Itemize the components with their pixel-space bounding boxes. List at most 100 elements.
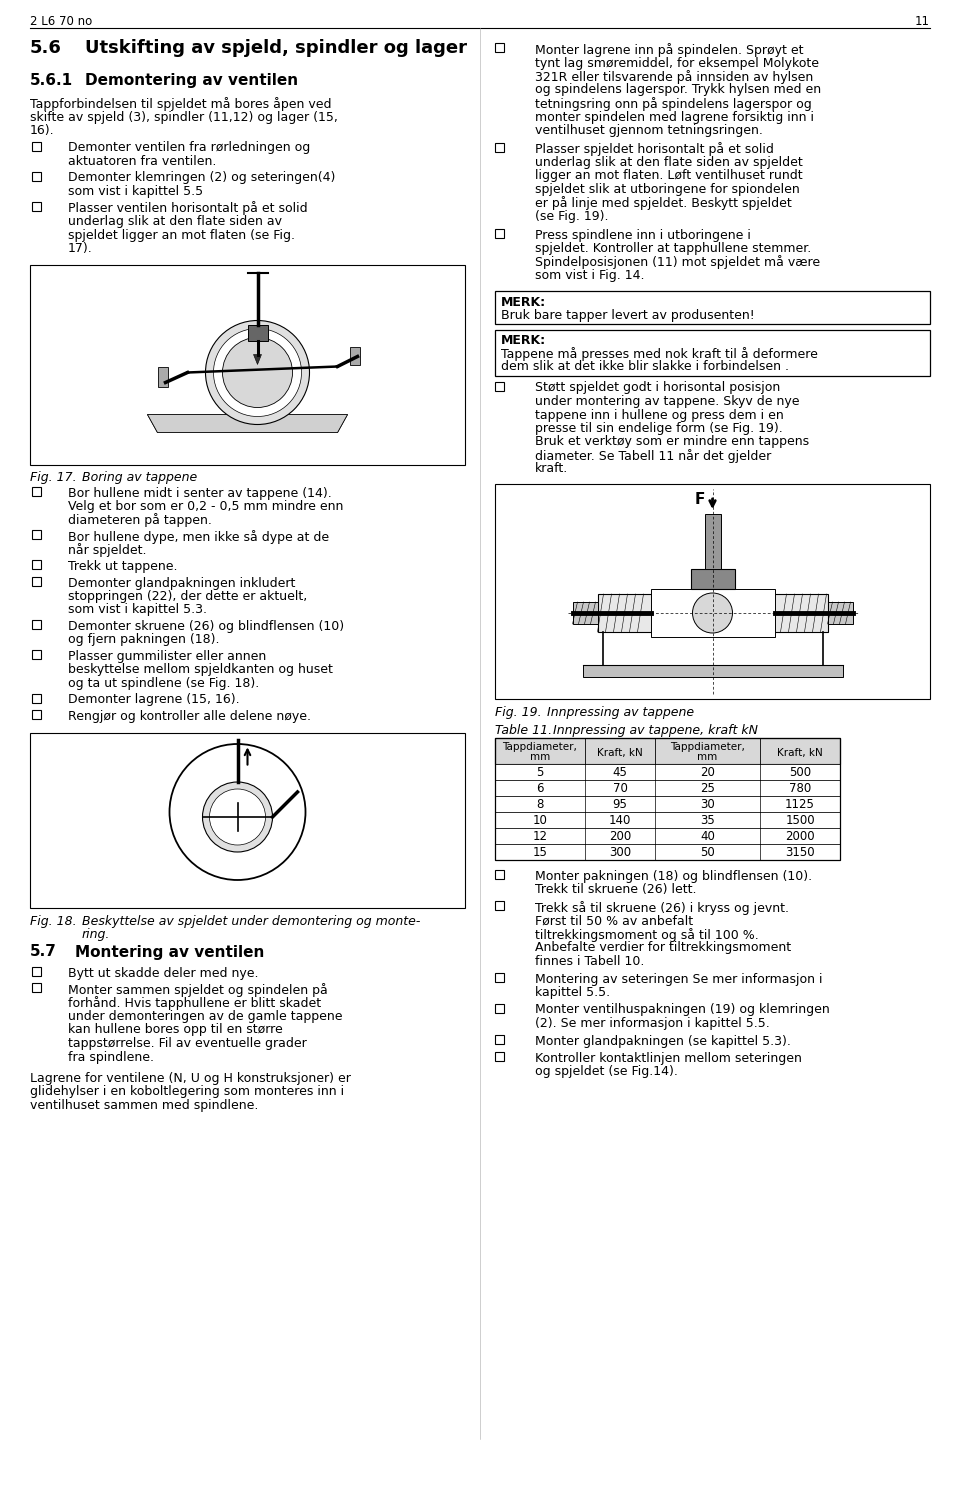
Text: presse til sin endelige form (se Fig. 19).: presse til sin endelige form (se Fig. 19…	[535, 421, 782, 435]
Bar	[32, 201, 41, 210]
Bar	[32, 966, 41, 975]
Text: Beskyttelse av spjeldet under demontering og monte-: Beskyttelse av spjeldet under demonterin…	[82, 914, 420, 928]
Bar	[495, 870, 504, 879]
Text: kan hullene bores opp til en større: kan hullene bores opp til en større	[68, 1023, 283, 1036]
Text: Lagrene for ventilene (N, U og H konstruksjoner) er: Lagrene for ventilene (N, U og H konstru…	[30, 1072, 350, 1085]
Text: spjeldet. Kontroller at tapphullene stemmer.: spjeldet. Kontroller at tapphullene stem…	[535, 243, 811, 255]
Bar	[597, 594, 828, 631]
Bar	[572, 602, 597, 624]
Text: aktuatoren fra ventilen.: aktuatoren fra ventilen.	[68, 155, 216, 168]
Bar	[495, 844, 840, 861]
Text: som vist i kapittel 5.5: som vist i kapittel 5.5	[68, 185, 204, 198]
Text: Kontroller kontaktlinjen mellom seteringen: Kontroller kontaktlinjen mellom setering…	[535, 1053, 802, 1065]
Text: og spjeldet (se Fig.14).: og spjeldet (se Fig.14).	[535, 1066, 678, 1078]
Text: 16).: 16).	[30, 124, 55, 137]
Bar	[30, 265, 465, 465]
Text: Plasser gummilister eller annen: Plasser gummilister eller annen	[68, 651, 266, 663]
Text: er på linje med spjeldet. Beskytt spjeldet: er på linje med spjeldet. Beskytt spjeld…	[535, 197, 792, 210]
Circle shape	[692, 593, 732, 633]
Text: Plasser spjeldet horisontalt på et solid: Plasser spjeldet horisontalt på et solid	[535, 143, 774, 156]
Text: F: F	[694, 491, 705, 506]
Circle shape	[205, 320, 309, 424]
Text: som vist i Fig. 14.: som vist i Fig. 14.	[535, 270, 644, 281]
Text: tappstørrelse. Fil av eventuelle grader: tappstørrelse. Fil av eventuelle grader	[68, 1036, 307, 1050]
Text: 5.6: 5.6	[30, 39, 61, 57]
Text: 45: 45	[612, 765, 628, 779]
Text: Montering av ventilen: Montering av ventilen	[75, 944, 264, 959]
Text: dem slik at det ikke blir slakke i forbindelsen .: dem slik at det ikke blir slakke i forbi…	[501, 360, 789, 374]
Text: Bytt ut skadde deler med nye.: Bytt ut skadde deler med nye.	[68, 966, 258, 980]
Polygon shape	[148, 414, 348, 432]
Bar	[495, 972, 504, 981]
Text: Kraft, kN: Kraft, kN	[597, 747, 643, 758]
Text: mm: mm	[697, 752, 718, 762]
Text: Kraft, kN: Kraft, kN	[778, 747, 823, 758]
Circle shape	[203, 782, 273, 852]
Circle shape	[170, 744, 305, 880]
Bar	[690, 569, 734, 590]
Text: 12: 12	[533, 829, 547, 843]
Text: Tappdiameter,: Tappdiameter,	[503, 742, 577, 752]
Text: Innpressing av tappene: Innpressing av tappene	[547, 706, 694, 719]
Text: Rengjør og kontroller alle delene nøye.: Rengjør og kontroller alle delene nøye.	[68, 710, 311, 724]
Bar	[495, 143, 504, 152]
Text: tappene inn i hullene og press dem i en: tappene inn i hullene og press dem i en	[535, 408, 783, 421]
Text: MERK:: MERK:	[501, 295, 546, 308]
Text: 2000: 2000	[785, 829, 815, 843]
Bar	[32, 141, 41, 150]
Text: 5.7: 5.7	[30, 944, 57, 959]
Bar	[495, 828, 840, 844]
Text: 140: 140	[609, 813, 631, 826]
Bar	[495, 290, 930, 323]
Text: 2 L6 70 no: 2 L6 70 no	[30, 15, 92, 28]
Text: Monter pakningen (18) og blindflensen (10).: Monter pakningen (18) og blindflensen (1…	[535, 870, 812, 883]
Text: som vist i kapittel 5.3.: som vist i kapittel 5.3.	[68, 603, 207, 616]
Bar	[157, 366, 167, 387]
Text: under montering av tappene. Skyv de nye: under montering av tappene. Skyv de nye	[535, 395, 800, 408]
Text: Monter lagrene inn på spindelen. Sprøyt et: Monter lagrene inn på spindelen. Sprøyt …	[535, 43, 804, 57]
Bar	[32, 560, 41, 569]
Text: Monter ventilhuspakningen (19) og klemringen: Monter ventilhuspakningen (19) og klemri…	[535, 1004, 829, 1017]
Text: underlag slik at den flate siden av: underlag slik at den flate siden av	[68, 214, 282, 228]
Bar	[32, 651, 41, 660]
Text: Demonter klemringen (2) og seteringen(4): Demonter klemringen (2) og seteringen(4)	[68, 171, 335, 185]
Bar	[495, 329, 930, 375]
Text: 35: 35	[700, 813, 715, 826]
Bar	[495, 228, 504, 238]
Bar	[32, 576, 41, 585]
Bar	[495, 1035, 504, 1044]
Text: Tappdiameter,: Tappdiameter,	[670, 742, 745, 752]
Text: ventilhuset gjennom tetningsringen.: ventilhuset gjennom tetningsringen.	[535, 124, 763, 137]
Text: 10: 10	[533, 813, 547, 826]
Text: forhånd. Hvis tapphullene er blitt skadet: forhånd. Hvis tapphullene er blitt skade…	[68, 996, 322, 1011]
Text: Tappene må presses med nok kraft til å deformere: Tappene må presses med nok kraft til å d…	[501, 347, 818, 362]
Text: diameteren på tappen.: diameteren på tappen.	[68, 514, 212, 527]
Bar	[32, 530, 41, 539]
Text: ligger an mot flaten. Løft ventilhuset rundt: ligger an mot flaten. Løft ventilhuset r…	[535, 170, 803, 183]
Text: 300: 300	[609, 846, 631, 859]
Text: diameter. Se Tabell 11 når det gjelder: diameter. Se Tabell 11 når det gjelder	[535, 450, 771, 463]
Text: 25: 25	[700, 782, 715, 795]
Text: Press spindlene inn i utboringene i: Press spindlene inn i utboringene i	[535, 228, 751, 241]
Text: kapittel 5.5.: kapittel 5.5.	[535, 986, 611, 999]
Text: fra spindlene.: fra spindlene.	[68, 1051, 154, 1063]
Bar	[495, 780, 840, 797]
Text: 780: 780	[789, 782, 811, 795]
Text: Boring av tappene: Boring av tappene	[82, 471, 197, 484]
Text: stoppringen (22), der dette er aktuelt,: stoppringen (22), der dette er aktuelt,	[68, 590, 307, 603]
Text: mm: mm	[530, 752, 550, 762]
Bar	[495, 1053, 504, 1062]
Text: monter spindelen med lagrene forsiktig inn i: monter spindelen med lagrene forsiktig i…	[535, 110, 814, 124]
Text: underlag slik at den flate siden av spjeldet: underlag slik at den flate siden av spje…	[535, 156, 803, 168]
Text: ventilhuset sammen med spindlene.: ventilhuset sammen med spindlene.	[30, 1099, 258, 1112]
Text: skifte av spjeld (3), spindler (11,12) og lager (15,: skifte av spjeld (3), spindler (11,12) o…	[30, 110, 338, 124]
Bar	[495, 797, 840, 812]
Text: Demonter ventilen fra rørledningen og: Demonter ventilen fra rørledningen og	[68, 141, 310, 155]
Bar	[495, 739, 840, 764]
Polygon shape	[148, 414, 348, 432]
Text: Demonter skruene (26) og blindflensen (10): Demonter skruene (26) og blindflensen (1…	[68, 619, 344, 633]
Text: Støtt spjeldet godt i horisontal posisjon: Støtt spjeldet godt i horisontal posisjo…	[535, 381, 780, 395]
Text: 1125: 1125	[785, 798, 815, 810]
Text: tetningsring onn på spindelens lagerspor og: tetningsring onn på spindelens lagerspor…	[535, 97, 812, 112]
Text: (2). Se mer informasjon i kapittel 5.5.: (2). Se mer informasjon i kapittel 5.5.	[535, 1017, 770, 1030]
